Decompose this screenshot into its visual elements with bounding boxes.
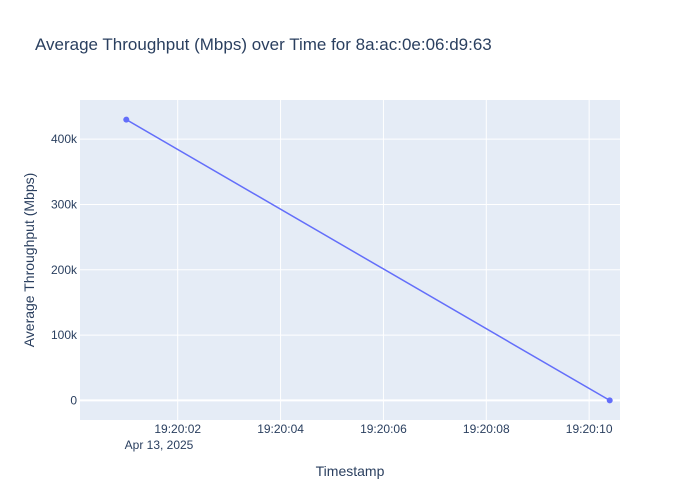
y-axis-ticks: 0 100k 200k 300k 400k bbox=[51, 132, 78, 407]
x-tick-label: 19:20:06 bbox=[360, 422, 407, 436]
data-point[interactable] bbox=[123, 116, 130, 123]
series bbox=[123, 116, 613, 404]
x-tick-label: 19:20:08 bbox=[463, 422, 510, 436]
series-line bbox=[125, 118, 611, 402]
y-tick-label: 0 bbox=[70, 393, 77, 407]
chart-title: Average Throughput (Mbps) over Time for … bbox=[35, 35, 492, 54]
data-point[interactable] bbox=[606, 397, 613, 404]
y-tick-label: 300k bbox=[51, 197, 78, 211]
x-axis-date-label: Apr 13, 2025 bbox=[125, 438, 194, 452]
y-tick-label: 400k bbox=[51, 132, 78, 146]
grid bbox=[80, 100, 620, 420]
x-tick-label: 19:20:10 bbox=[566, 422, 613, 436]
plot-area bbox=[80, 100, 620, 420]
y-tick-label: 200k bbox=[51, 263, 78, 277]
x-tick-label: 19:20:02 bbox=[154, 422, 201, 436]
x-tick-label: 19:20:04 bbox=[257, 422, 304, 436]
x-axis-title: Timestamp bbox=[316, 463, 385, 479]
x-axis-ticks: 19:20:02 19:20:04 19:20:06 19:20:08 19:20:10 bbox=[154, 422, 612, 436]
y-axis-title: Average Throughput (Mbps) bbox=[21, 173, 37, 348]
y-tick-label: 100k bbox=[51, 328, 78, 342]
